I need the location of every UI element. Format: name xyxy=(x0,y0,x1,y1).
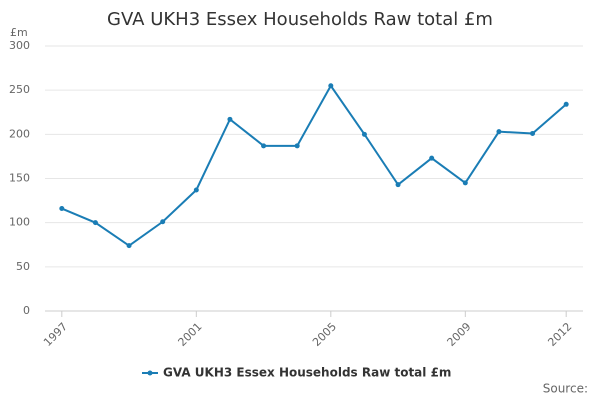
source: Source: xyxy=(543,382,588,396)
y-tick-label: 200 xyxy=(9,127,30,140)
y-tick-label: 0 xyxy=(23,304,30,317)
point xyxy=(294,143,300,149)
point xyxy=(361,131,367,137)
point xyxy=(496,129,502,135)
legend-marker xyxy=(147,370,153,376)
point xyxy=(261,143,267,149)
x-tick-label: 2001 xyxy=(176,320,205,349)
point xyxy=(328,83,334,89)
point xyxy=(227,116,233,122)
x-tick-label: 2005 xyxy=(310,320,339,349)
chart-title: GVA UKH3 Essex Households Raw total £m xyxy=(107,9,493,30)
point xyxy=(429,155,435,161)
y-tick-label: 250 xyxy=(9,83,30,96)
y-tick-label: 50 xyxy=(16,260,30,273)
point xyxy=(530,130,536,136)
x-tick-label: 2012 xyxy=(545,320,574,349)
y-tick-label: 100 xyxy=(9,216,30,229)
y-axis-label: £m xyxy=(10,26,28,39)
point xyxy=(193,187,199,193)
point xyxy=(462,180,468,186)
point xyxy=(160,219,166,225)
x-tick-label: 1997 xyxy=(41,320,70,349)
y-tick-label: 150 xyxy=(9,172,30,185)
line xyxy=(61,83,567,247)
x-tick-label: 2009 xyxy=(445,320,474,349)
point xyxy=(563,101,569,107)
point xyxy=(59,206,65,212)
point xyxy=(126,243,132,249)
point xyxy=(92,220,98,226)
y-tick-label: 300 xyxy=(9,39,30,52)
point xyxy=(395,182,401,188)
legend-label: GVA UKH3 Essex Households Raw total £m xyxy=(163,366,451,380)
